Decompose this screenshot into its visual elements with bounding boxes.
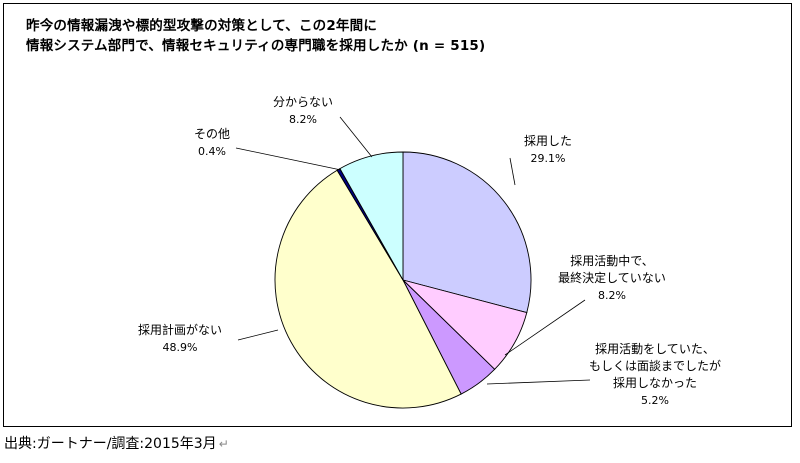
leader-line bbox=[339, 116, 373, 158]
source-footer: 出典:ガートナー/調査:2015年3月 ↵ bbox=[4, 435, 229, 453]
slice-value-label: 29.1% bbox=[531, 152, 566, 165]
pie-chart: 採用した 29.1% 採用活動中で、最終決定していない 8.2% 採用活動をしていた、も… bbox=[138, 95, 721, 409]
pie-slice bbox=[339, 151, 404, 282]
slice-label: もしくは面談までしたが bbox=[589, 358, 721, 373]
chart-title-line-1: 昨今の情報漏洩や標的型攻撃の対策として、この2年間に bbox=[26, 18, 378, 34]
slice-value-label: 8.2% bbox=[598, 289, 626, 302]
return-mark-icon: ↵ bbox=[218, 437, 229, 451]
slice-value-label: 5.2% bbox=[641, 394, 669, 407]
slice-value-label: 0.4% bbox=[198, 145, 226, 158]
chart-title: 昨今の情報漏洩や標的型攻撃の対策として、この2年間に 情報システム部門で、情報セ… bbox=[26, 16, 726, 56]
slice-label: その他 bbox=[194, 127, 230, 141]
slice-label: 採用しなかった bbox=[613, 376, 697, 390]
leader-line bbox=[504, 299, 586, 356]
leader-line bbox=[486, 379, 591, 385]
pie-slice bbox=[402, 151, 532, 314]
leader-line bbox=[509, 157, 516, 186]
source-text: 出典:ガートナー/調査:2015年3月 bbox=[4, 436, 217, 452]
slice-label: 採用計画がない bbox=[138, 322, 222, 337]
chart-title-line-2: 情報システム部門で、情報セキュリティの専門職を採用したか (n = 515) bbox=[26, 38, 486, 54]
slice-label: 採用した bbox=[524, 134, 572, 148]
slice-label: 分からない bbox=[273, 95, 333, 109]
slice-label: 採用活動をしていた、 bbox=[595, 342, 715, 356]
slice-value-label: 8.2% bbox=[289, 113, 317, 126]
slice-label: 最終決定していない bbox=[558, 270, 666, 285]
leader-line bbox=[237, 329, 279, 341]
leader-line bbox=[235, 147, 342, 171]
slice-label: 採用活動中で、 bbox=[570, 253, 654, 268]
slice-value-label: 48.9% bbox=[163, 341, 198, 354]
pie-slice bbox=[274, 169, 462, 409]
